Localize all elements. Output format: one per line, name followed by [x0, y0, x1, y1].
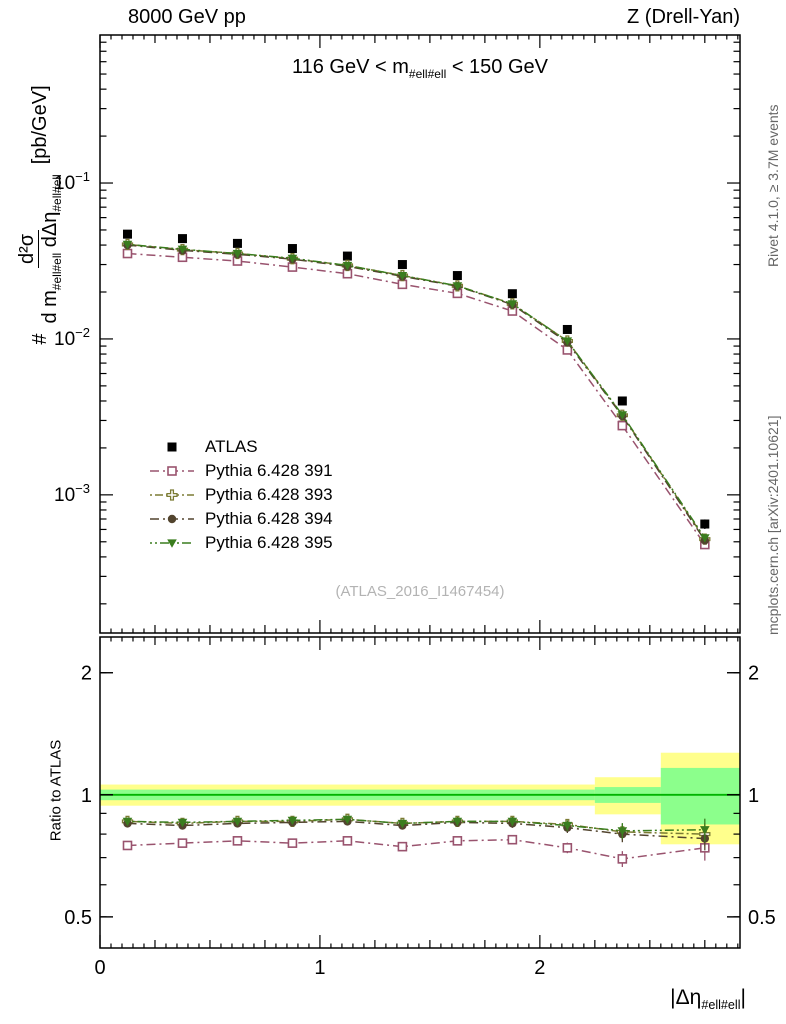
x-label-post: |	[740, 986, 746, 1009]
y-label-units: [pb/GeV]	[28, 85, 51, 165]
y-axis-label-ratio: Ratio to ATLAS	[47, 739, 65, 842]
plot-frames	[99, 34, 741, 949]
legend-item: Pythia 6.428 395	[148, 531, 333, 555]
cut-title-pre: 116 GeV < m	[291, 56, 409, 78]
y-main-tick-label: 10−2	[54, 325, 90, 350]
legend-label: ATLAS	[205, 437, 258, 456]
cut-title-sub: #ell#ell	[408, 67, 447, 81]
process-label: Z (Drell-Yan)	[627, 6, 740, 28]
y-ratio-tick-label-right: 2	[748, 663, 759, 685]
legend-marker-square-open	[150, 466, 194, 476]
x-label-sub: #ell#ell	[701, 998, 741, 1013]
ratio-series-pythia-6-428-395	[122, 815, 710, 842]
x-axis-label: |Δη#ell#ell|	[670, 986, 746, 1012]
ratio-series-pythia-6-428-391	[122, 834, 710, 867]
mcplots-note: mcplots.cern.ch [arXiv:2401.10621]	[765, 415, 781, 635]
legend-label: Pythia 6.428 391	[205, 461, 333, 480]
legend-label: Pythia 6.428 393	[205, 485, 333, 504]
beam-energy-label: 8000 GeV pp	[128, 6, 246, 28]
y-label-prefix: #	[28, 333, 51, 345]
den-part1: d m	[38, 290, 61, 324]
legend-label: Pythia 6.428 394	[205, 509, 333, 528]
legend-marker-square-filled	[167, 442, 177, 452]
cut-title-post: < 150 GeV	[446, 56, 549, 78]
den-sub1: #ell#ell	[49, 252, 64, 291]
rivet-version-note: Rivet 4.1.0, ≥ 3.7M events	[765, 104, 781, 267]
y-main-tick-label: 10−1	[54, 169, 90, 194]
legend-marker-circle-filled	[150, 514, 194, 524]
x-tick-label: 1	[314, 957, 325, 979]
series-pythia-6-428-395	[122, 240, 710, 543]
y-ratio-tick-label-left: 2	[81, 663, 92, 685]
y-axis-label-main: # d²σ d m#ell#ell dΔη#ell#ell [pb/GeV]	[5, 25, 75, 405]
legend-label: Pythia 6.428 395	[205, 533, 333, 552]
legend-item: Pythia 6.428 393	[148, 483, 333, 507]
y-main-tick-label: 10−3	[54, 481, 90, 506]
den-sub2: #ell#ell	[49, 174, 64, 212]
axis-tick-labels: 10−1 10−2 10−3 2 2 1 1 0.5 0.5 0 1 2	[54, 169, 776, 979]
legend: ATLAS Pythia 6.428 391 Pythia 6.428 393 Pyt…	[148, 435, 333, 555]
y-ratio-tick-label-right: 1	[748, 785, 759, 807]
den-part2: dΔη	[38, 211, 61, 253]
uncertainty-bands	[100, 752, 740, 845]
series-atlas	[122, 229, 710, 529]
legend-marker-triangle-down-filled	[150, 539, 194, 548]
x-label-pre: |Δη	[670, 986, 702, 1009]
y-label-numerator: d²σ	[15, 229, 39, 268]
legend-item: Pythia 6.428 394	[148, 507, 333, 531]
axis-ticks	[99, 35, 740, 948]
legend-marker-plus-open	[150, 489, 194, 501]
cut-title: 116 GeV < m#ell#ell < 150 GeV	[100, 56, 740, 81]
x-tick-label: 2	[534, 957, 545, 979]
y-ratio-tick-label-left: 1	[81, 785, 92, 807]
legend-item: Pythia 6.428 391	[148, 459, 333, 483]
y-ratio-tick-label-left: 0.5	[64, 907, 92, 929]
legend-item: ATLAS	[148, 435, 333, 459]
y-label-denominator: d m#ell#ell dΔη#ell#ell	[39, 172, 64, 325]
y-label-fraction: d²σ d m#ell#ell dΔη#ell#ell	[15, 172, 65, 325]
y-ratio-tick-label-right: 0.5	[748, 907, 776, 929]
x-tick-label: 0	[94, 957, 105, 979]
analysis-watermark: (ATLAS_2016_I1467454)	[335, 583, 505, 600]
